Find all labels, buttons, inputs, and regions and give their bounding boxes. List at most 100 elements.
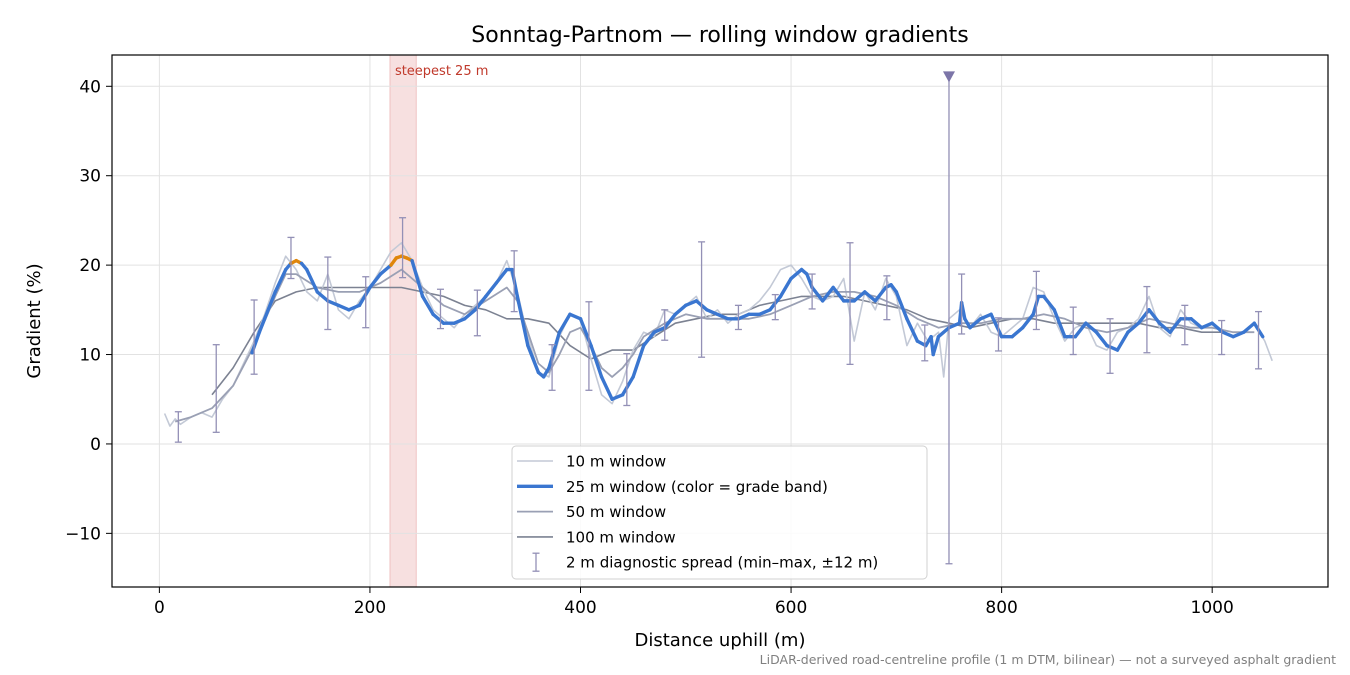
- series-25m-segment: [905, 317, 920, 343]
- errorbar: [883, 275, 891, 321]
- errorbar: [958, 273, 966, 335]
- grid: [112, 55, 1328, 587]
- errorbar: [661, 309, 669, 341]
- errorbar: [1069, 306, 1077, 356]
- legend-label: 10 m window: [566, 453, 666, 471]
- y-axis-label: Gradient (%): [24, 263, 45, 378]
- series-25m-segment: [1126, 321, 1141, 334]
- legend-item: 50 m window: [517, 503, 666, 521]
- steepest-segment-label: steepest 25 m: [395, 64, 488, 79]
- y-tick-label: 0: [90, 435, 101, 455]
- errorbar: [808, 273, 816, 310]
- series-25m-segment: [257, 317, 267, 334]
- series-25m-segment: [789, 267, 804, 281]
- axis-ticks: 0 200 400 600 800 1000 −10 0 10 20 30 40: [65, 77, 1234, 618]
- series-25m-segment: [1157, 321, 1172, 334]
- series-25m-segment: [968, 317, 983, 330]
- series-25m-window: [250, 254, 1265, 401]
- series-25m-segment: [805, 272, 814, 290]
- errorbar: [548, 344, 556, 391]
- errorbar: [324, 256, 332, 331]
- series-25m-segment: [1094, 330, 1109, 348]
- errorbar: [771, 293, 779, 321]
- series-25m-segment: [810, 285, 825, 303]
- errorbar: [1032, 270, 1040, 331]
- legend-item: 25 m window (color = grade band): [517, 478, 828, 496]
- errorbar: [698, 241, 706, 358]
- series-25m-segment: [673, 303, 688, 316]
- series-25m-segment: [336, 303, 351, 312]
- series-25m-segment: [641, 330, 656, 348]
- series-25m-segment: [415, 276, 425, 299]
- series-25m-segment: [1199, 321, 1214, 330]
- series-25m-segment: [431, 312, 446, 325]
- errorbar: [250, 299, 258, 375]
- errorbar: [734, 304, 742, 331]
- errorbar: [287, 236, 295, 280]
- series-25m-segment: [873, 285, 888, 303]
- errorbar: [212, 344, 220, 433]
- series-25m-segment: [715, 312, 730, 321]
- y-tick-label: −10: [65, 524, 101, 544]
- errorbar: [1143, 285, 1151, 354]
- x-tick-label: 200: [354, 598, 386, 618]
- series-25m-segment: [1189, 317, 1204, 330]
- series-25m-segment: [1042, 294, 1056, 312]
- legend-item: 100 m window: [517, 528, 676, 546]
- outlier-marker-triangle: [942, 71, 955, 83]
- errorbar: [1181, 304, 1189, 346]
- series-25m-segment: [894, 290, 909, 321]
- errorbar: [436, 288, 444, 330]
- series-25m-segment: [852, 290, 867, 303]
- series-25m-segment: [357, 285, 372, 308]
- errorbar: [399, 217, 407, 279]
- chart-title: Sonntag-Partnom — rolling window gradien…: [471, 23, 968, 48]
- series-25m-segment: [599, 375, 614, 401]
- legend-label: 100 m window: [566, 528, 676, 546]
- series-25m-segment: [368, 272, 383, 290]
- series-25m-segment: [557, 312, 572, 334]
- errorbar: [174, 411, 182, 443]
- series-25m-segment: [1147, 308, 1162, 325]
- series-25m-segment: [663, 312, 677, 330]
- legend-item: 10 m window: [517, 453, 666, 471]
- x-tick-label: 600: [775, 598, 807, 618]
- series-25m-segment: [684, 299, 699, 308]
- plot-frame: [111, 54, 1329, 588]
- series-25m-segment: [652, 326, 667, 334]
- legend-frame: [511, 445, 928, 580]
- series-25m-segment: [452, 317, 467, 325]
- footnote: LiDAR-derived road-centreline profile (1…: [760, 652, 1336, 667]
- errorbar: [585, 301, 593, 391]
- series-25m-segment: [347, 303, 362, 312]
- series-25m-segment: [1073, 321, 1088, 339]
- errorbar: [1106, 318, 1114, 374]
- series-25m-segment: [1020, 312, 1035, 330]
- y-tick-label: 40: [79, 77, 101, 97]
- series-50m-window: [174, 268, 1255, 423]
- series-25m-segment: [978, 312, 993, 321]
- series-25m-segment: [547, 330, 562, 370]
- series-25m-segment: [1210, 321, 1225, 334]
- series-25m-segment: [262, 290, 277, 321]
- legend-item: 2 m diagnostic spread (min–max, ±12 m): [532, 552, 878, 572]
- series-25m-segment: [1242, 321, 1257, 334]
- errorbar: [1255, 310, 1263, 370]
- series-25m-segment: [589, 343, 604, 379]
- series-25m-segment: [1231, 330, 1246, 339]
- series-25m-segment: [631, 343, 646, 379]
- series-25m-segment: [420, 294, 435, 316]
- series-25m-segment: [778, 276, 793, 299]
- legend-label: 25 m window (color = grade band): [566, 478, 828, 496]
- series-25m-segment: [494, 267, 509, 285]
- series-25m-segment: [610, 393, 625, 401]
- series-25m-segment: [568, 312, 583, 321]
- series-25m-segment: [1168, 317, 1183, 334]
- series-25m-segment: [1115, 330, 1130, 352]
- errorbar: [846, 242, 854, 366]
- series-25m-segment: [515, 294, 530, 348]
- series-25m-segment: [757, 308, 772, 316]
- steepest-segment-band: [389, 54, 417, 588]
- series-25m-segment: [989, 312, 1004, 339]
